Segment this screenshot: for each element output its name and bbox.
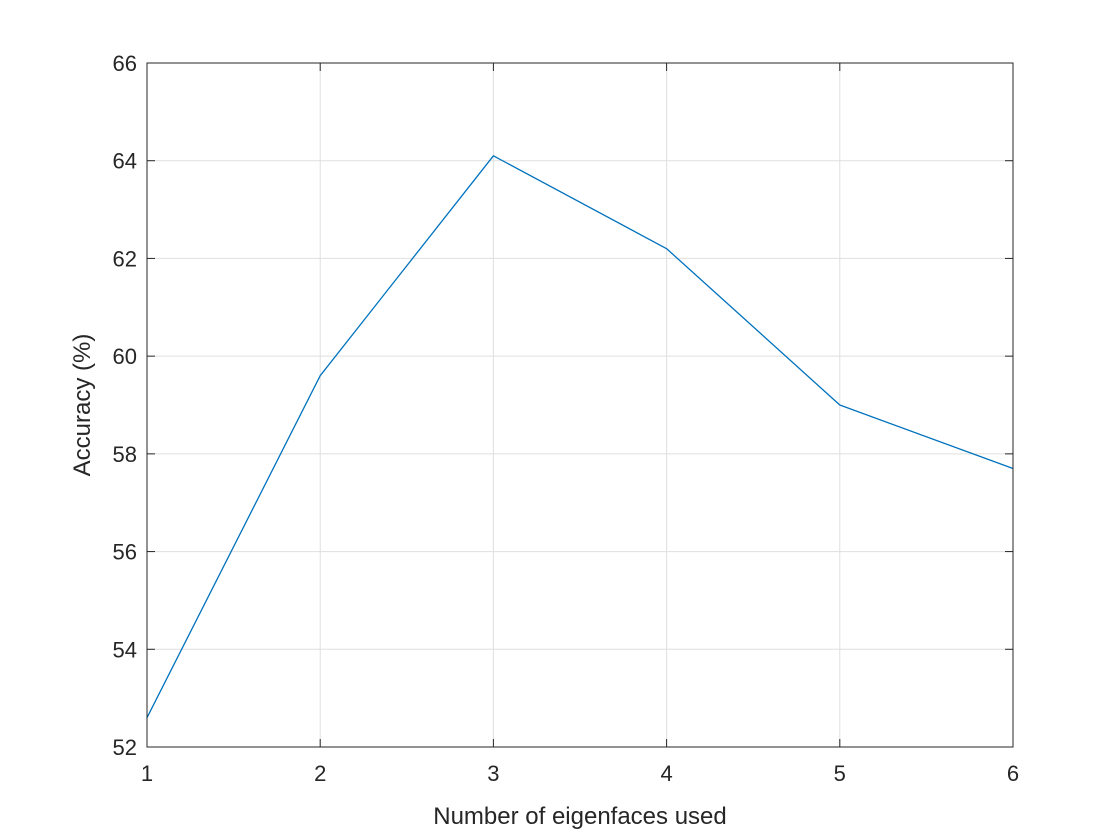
x-tick-label: 4 [660,761,672,786]
y-axis-label: Accuracy (%) [69,334,96,477]
tick-marks [146,62,1014,748]
grid-lines [147,63,1013,747]
y-tick-label: 66 [113,51,137,76]
x-tick-labels: 1 2 3 4 5 6 [141,761,1019,786]
y-tick-label: 56 [113,540,137,565]
x-axis-label: Number of eigenfaces used [433,803,727,830]
y-tick-label: 52 [113,735,137,760]
x-tick-label: 1 [141,761,153,786]
y-tick-label: 58 [113,442,137,467]
x-tick-label: 6 [1007,761,1019,786]
x-tick-label: 3 [487,761,499,786]
y-tick-label: 60 [113,344,137,369]
accuracy-series-line [146,155,1014,718]
y-tick-label: 62 [113,246,137,271]
plot-area [146,62,1014,748]
y-tick-labels: 52 54 56 58 60 62 64 66 [113,51,137,760]
x-tick-label: 5 [834,761,846,786]
x-tick-label: 2 [314,761,326,786]
series-layer [146,155,1014,718]
y-tick-label: 54 [113,637,137,662]
y-tick-label: 64 [113,149,137,174]
axes-frame [146,62,1014,748]
